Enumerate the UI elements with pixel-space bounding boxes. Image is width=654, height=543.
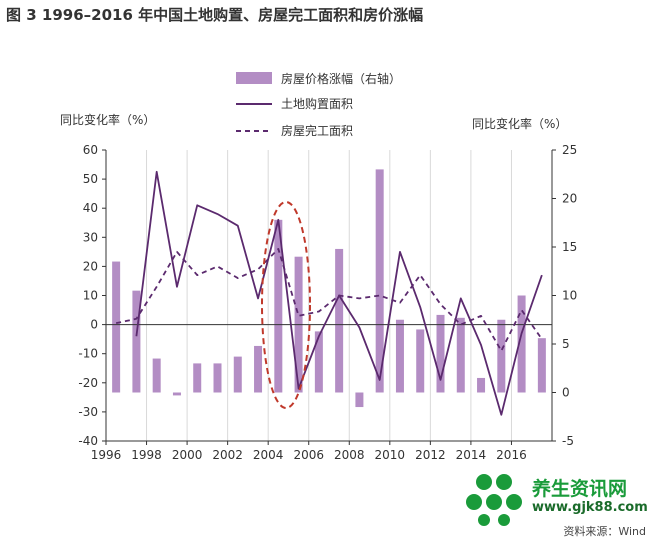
bar-1997 [132,290,141,393]
bars [112,169,546,408]
bar-2014 [477,377,486,393]
legend-land-label: 土地购置面积 [281,96,353,111]
x-tick-label: 2014 [456,448,487,462]
bar-2006 [314,331,323,393]
bar-2011 [416,329,425,393]
legend-completed-label: 房屋完工面积 [281,123,353,138]
y-left-tick-label: 10 [83,289,98,303]
bar-2004 [274,219,283,393]
bar-1999 [172,392,181,396]
y-right-tick-label: 0 [562,386,570,400]
bar-1996 [112,261,121,393]
bar-2008 [355,392,364,408]
tick-labels: -40 -30 -20 -10 0 10 20 30 40 50 60 -5 0 5 10 15 20 25 199… [78,143,577,462]
gridlines [105,150,512,441]
x-tick-label: 1996 [91,448,122,462]
legend: 房屋价格涨幅（右轴） 土地购置面积 房屋完工面积 [236,71,401,138]
x-tick-label: 2010 [375,448,406,462]
bar-1998 [152,358,161,393]
watermark-text: 养生资讯网 [532,478,628,500]
bar-2001 [213,363,222,393]
bar-2013 [456,317,465,393]
y-left-tick-label: 50 [83,172,98,186]
lines [115,170,543,416]
y-left-tick-label: -40 [78,434,98,448]
y-left-tick-label: 30 [83,230,98,244]
x-tick-label: 2012 [415,448,446,462]
y-right-tick-label: 5 [562,337,570,351]
x-tick-label: 2002 [212,448,243,462]
y-left-tick-label: 0 [90,318,98,332]
y-right-tick-label: 20 [562,192,577,206]
y-left-axis-label: 同比变化率（%） [60,112,155,127]
x-tick-label: 2004 [253,448,284,462]
x-tick-label: 2008 [334,448,365,462]
x-tick-label: 2006 [293,448,324,462]
bar-2002 [233,356,242,393]
x-tick-label: 2000 [172,448,203,462]
bar-2016 [517,295,526,393]
bar-2009 [375,169,384,393]
highlight-ellipse [261,201,311,409]
y-left-tick-label: -20 [78,376,98,390]
bar-2010 [395,319,404,393]
axes [102,149,556,445]
y-left-tick-label: 60 [83,143,98,157]
y-left-tick-label: -10 [78,347,98,361]
y-right-tick-label: 10 [562,289,577,303]
source-note: 资料来源：Wind [563,525,646,538]
bar-2012 [436,314,445,393]
chart-title: 图 3 1996–2016 年中国土地购置、房屋完工面积和房价涨幅 [6,6,424,24]
y-left-tick-label: 20 [83,259,98,273]
y-right-tick-label: 25 [562,143,577,157]
legend-bar-label: 房屋价格涨幅（右轴） [281,71,401,86]
watermark-logo-icon [466,474,522,526]
y-right-tick-label: -5 [562,434,574,448]
legend-bar-swatch [236,72,272,84]
bar-2000 [193,363,202,393]
x-tick-label: 1998 [131,448,162,462]
y-left-tick-label: 40 [83,201,98,215]
bar-2007 [335,248,344,393]
bar-2003 [254,345,263,393]
y-left-tick-label: -30 [78,405,98,419]
y-right-tick-label: 15 [562,240,577,254]
bar-2017 [537,338,546,393]
watermark: 养生资讯网 www.gjk88.com [462,470,652,526]
bar-2015 [497,319,506,393]
watermark-url: www.gjk88.com [532,500,648,515]
y-right-axis-label: 同比变化率（%） [472,116,567,131]
x-tick-label: 2016 [496,448,527,462]
series-line-completed [115,248,543,352]
